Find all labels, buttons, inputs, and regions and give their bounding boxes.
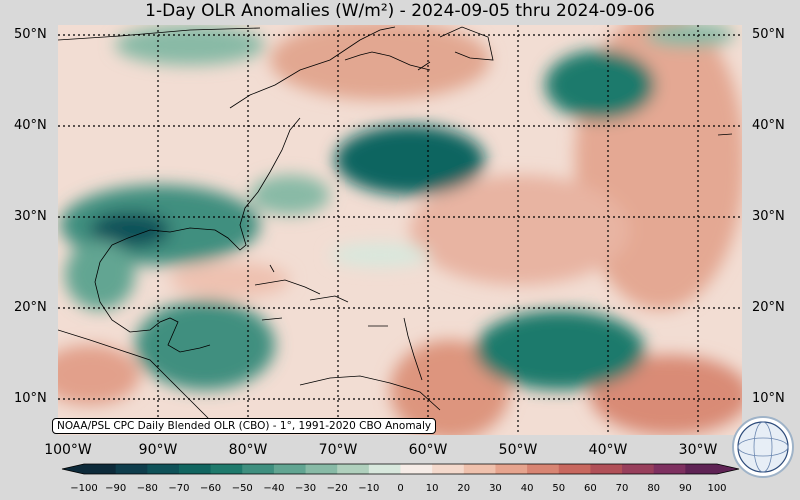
anomaly-field (58, 25, 742, 435)
colorbar-segment (432, 464, 465, 474)
colorbar-tick-label: −70 (168, 483, 190, 494)
lat-label-10n-right: 10°N (752, 391, 785, 406)
colorbar-tick-label: 10 (425, 483, 439, 494)
coastlines (58, 26, 733, 426)
colorbar-tick-label: 70 (615, 483, 629, 494)
lat-label-30n-right: 30°N (752, 209, 785, 224)
colorbar-segment (178, 464, 212, 474)
colorbar-tick-label: −10 (358, 483, 380, 494)
map-title: 1-Day OLR Anomalies (W/m²) - 2024-09-05 … (145, 1, 655, 21)
colorbar (61, 463, 740, 475)
colorbar-tick-label: −30 (294, 483, 317, 494)
colorbar-tick-label: 80 (647, 483, 661, 494)
colorbar-segment (273, 464, 307, 474)
colorbar-tick-label: 100 (707, 483, 727, 494)
lon-label-80w: 80°W (228, 442, 268, 458)
colorbar-segment (495, 464, 528, 474)
lat-label-10n-left: 10°N (14, 391, 47, 406)
lon-label-40w: 40°W (588, 442, 628, 458)
colorbar-tick-label: 90 (678, 483, 692, 494)
nexlab-logo (732, 416, 794, 478)
colorbar-max-arrow (717, 464, 739, 474)
lat-label-50n-left: 50°N (14, 27, 47, 42)
colorbar-outline (61, 463, 740, 475)
lon-label-70w: 70°W (318, 442, 358, 458)
lon-label-60w: 60°W (408, 442, 448, 458)
colorbar-segment (685, 464, 718, 474)
colorbar-segment (305, 464, 338, 474)
graticule (58, 25, 742, 435)
colorbar-segment (368, 464, 401, 474)
colorbar-tick-label: −20 (326, 483, 348, 494)
colorbar-segment (463, 464, 496, 474)
colorbar-min-arrow (62, 464, 84, 474)
lat-label-20n-right: 20°N (752, 300, 785, 315)
colorbar-tick-label: −80 (136, 483, 158, 494)
colorbar-segment (622, 464, 655, 474)
colorbar-segment (147, 464, 180, 474)
lat-label-50n-right: 50°N (752, 27, 785, 42)
colorbar-segment (242, 464, 275, 474)
lat-label-40n-right: 40°N (752, 118, 785, 133)
colorbar-tick-label: −60 (200, 483, 222, 494)
colorbar-segment (115, 464, 148, 474)
lon-label-30w: 30°W (678, 442, 718, 458)
lon-label-50w: 50°W (498, 442, 538, 458)
colorbar-tick-label: −40 (263, 483, 285, 494)
lon-label-100w: 100°W (44, 442, 92, 458)
colorbar-segment (653, 464, 686, 474)
colorbar-segment (400, 464, 433, 474)
colorbar-segment (590, 464, 623, 474)
colorbar-segment (84, 464, 117, 474)
lat-label-20n-left: 20°N (14, 300, 47, 315)
lat-label-40n-left: 40°N (14, 118, 47, 133)
colorbar-segment (527, 464, 560, 474)
colorbar-tick-label: 50 (552, 483, 566, 494)
colorbar-tick-label: 20 (457, 483, 471, 494)
colorbar-tick-label: −100 (70, 483, 98, 494)
colorbar-segment (210, 464, 243, 474)
data-source-credit: NOAA/PSL CPC Daily Blended OLR (CBO) - 1… (52, 418, 437, 434)
colorbar-tick-label: 60 (584, 483, 597, 494)
colorbar-segment (337, 464, 370, 474)
lat-label-30n-left: 30°N (14, 209, 47, 224)
lon-label-90w: 90°W (138, 442, 178, 458)
colorbar-segment (558, 464, 591, 474)
colorbar-tick-label: −90 (105, 483, 127, 494)
colorbar-tick-label: −50 (231, 483, 253, 494)
colorbar-tick-label: 40 (520, 483, 534, 494)
colorbar-tick-label: 0 (397, 483, 404, 494)
colorbar-tick-label: 30 (489, 483, 502, 494)
